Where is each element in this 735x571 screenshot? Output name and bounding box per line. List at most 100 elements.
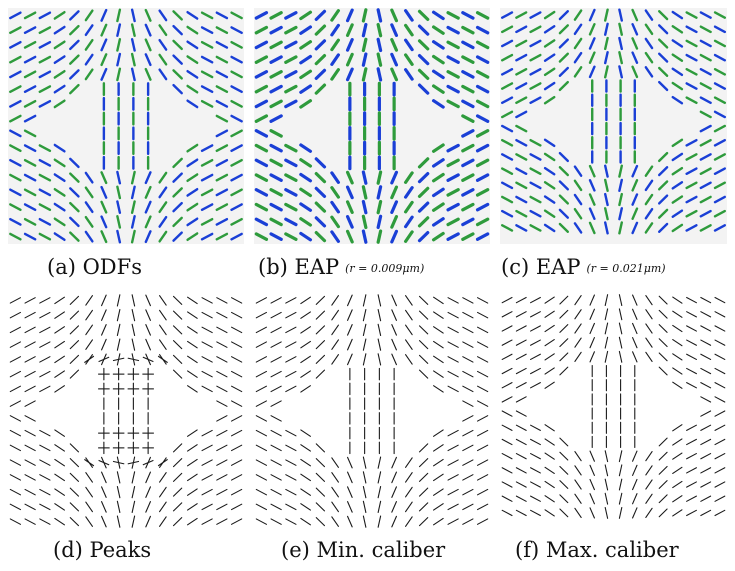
fiber-glyph	[431, 99, 445, 109]
fiber-glyph	[604, 8, 609, 22]
fiber-glyph	[38, 217, 52, 226]
fiber-glyph	[699, 138, 712, 147]
fiber-glyph	[284, 84, 298, 94]
fiber-glyph	[699, 209, 712, 218]
fiber-glyph	[658, 480, 668, 489]
fiber-glyph	[144, 23, 152, 37]
fiber-glyph	[23, 114, 37, 123]
fiber-glyph	[330, 186, 340, 199]
fiber-glyph	[38, 203, 52, 212]
fiber-glyph	[543, 95, 556, 105]
fiber-glyph	[9, 488, 22, 496]
fiber-glyph	[700, 453, 712, 460]
fiber-glyph	[254, 55, 269, 64]
fiber-glyph	[172, 157, 183, 169]
fiber-glyph	[515, 53, 528, 62]
caption-b: (b) EAP (r = 0.009μm)	[258, 255, 424, 279]
fiber-glyph	[433, 385, 444, 393]
fiber-glyph	[475, 25, 490, 35]
fiber-glyph	[299, 187, 313, 198]
fiber-glyph	[604, 492, 609, 505]
fiber-glyph	[254, 232, 269, 241]
fiber-glyph	[9, 297, 22, 304]
fiber-glyph	[230, 356, 243, 363]
fiber-glyph	[9, 55, 22, 64]
fiber-glyph	[347, 338, 353, 351]
fiber-glyph	[447, 326, 459, 334]
fiber-glyph	[515, 382, 527, 389]
fiber-glyph	[24, 326, 36, 334]
fiber-glyph	[446, 232, 460, 241]
fiber-glyph	[215, 232, 229, 241]
fiber-glyph	[187, 385, 198, 393]
fiber-glyph	[315, 472, 326, 482]
fiber-glyph	[330, 215, 340, 229]
fiber-glyph	[216, 356, 228, 363]
fiber-glyph	[685, 224, 698, 232]
fiber-glyph	[215, 40, 229, 49]
fiber-glyph	[544, 367, 555, 375]
fiber-glyph	[559, 465, 569, 475]
fiber-glyph	[23, 158, 37, 167]
fiber-glyph	[645, 351, 653, 362]
fiber-glyph	[618, 164, 623, 178]
fiber-glyph	[186, 84, 199, 94]
fiber-glyph	[230, 11, 243, 20]
fiber-glyph	[618, 506, 623, 519]
fiber-glyph	[658, 52, 669, 63]
fiber-glyph	[285, 341, 297, 348]
fiber-glyph	[215, 114, 229, 123]
fiber-glyph	[461, 173, 475, 182]
fiber-glyph	[700, 296, 712, 304]
fiber-glyph	[559, 480, 569, 489]
fiber-glyph	[632, 308, 638, 320]
fiber-glyph	[544, 424, 555, 432]
fiber-glyph	[390, 200, 399, 215]
fiber-glyph	[632, 478, 638, 491]
fiber-glyph	[686, 353, 697, 360]
fiber-glyph	[475, 202, 490, 212]
fiber-glyph	[644, 193, 654, 206]
fiber-glyph	[331, 501, 339, 513]
caption-d: (d) Peaks	[53, 538, 151, 562]
fiber-glyph	[69, 340, 80, 350]
fiber-glyph	[230, 370, 243, 378]
fiber-glyph	[200, 232, 214, 241]
fiber-glyph	[116, 23, 122, 37]
fiber-glyph	[530, 424, 541, 431]
fiber-glyph	[671, 95, 684, 105]
fiber-glyph	[700, 325, 712, 332]
fiber-glyph	[376, 52, 383, 67]
fiber-glyph	[404, 230, 414, 243]
fiber-glyph	[299, 217, 313, 227]
fiber-glyph	[543, 166, 556, 176]
fiber-glyph	[270, 326, 282, 334]
fiber-glyph	[361, 214, 368, 230]
fiber-glyph	[589, 464, 595, 476]
fiber-glyph	[501, 96, 514, 105]
fiber-glyph	[186, 217, 199, 227]
fiber-glyph	[501, 153, 514, 161]
fiber-glyph	[230, 26, 243, 35]
fiber-glyph	[461, 84, 475, 94]
fiber-glyph	[699, 53, 712, 62]
panel-e-min-caliber	[254, 293, 490, 529]
fiber-glyph	[390, 23, 399, 38]
fiber-glyph	[515, 424, 527, 431]
fiber-glyph	[618, 322, 623, 335]
fiber-glyph	[462, 503, 474, 511]
fiber-glyph	[476, 444, 489, 452]
fiber-glyph	[686, 382, 697, 389]
fiber-glyph	[573, 193, 583, 206]
fiber-glyph	[144, 185, 152, 199]
fiber-glyph	[418, 310, 429, 320]
fiber-glyph	[405, 354, 413, 365]
fiber-glyph	[186, 40, 199, 50]
fiber-glyph	[315, 517, 326, 527]
fiber-glyph	[330, 200, 340, 214]
fiber-glyph	[9, 356, 22, 363]
fiber-glyph	[529, 25, 542, 34]
fiber-glyph	[39, 326, 51, 334]
fiber-glyph	[631, 179, 639, 192]
fiber-glyph	[501, 68, 514, 76]
